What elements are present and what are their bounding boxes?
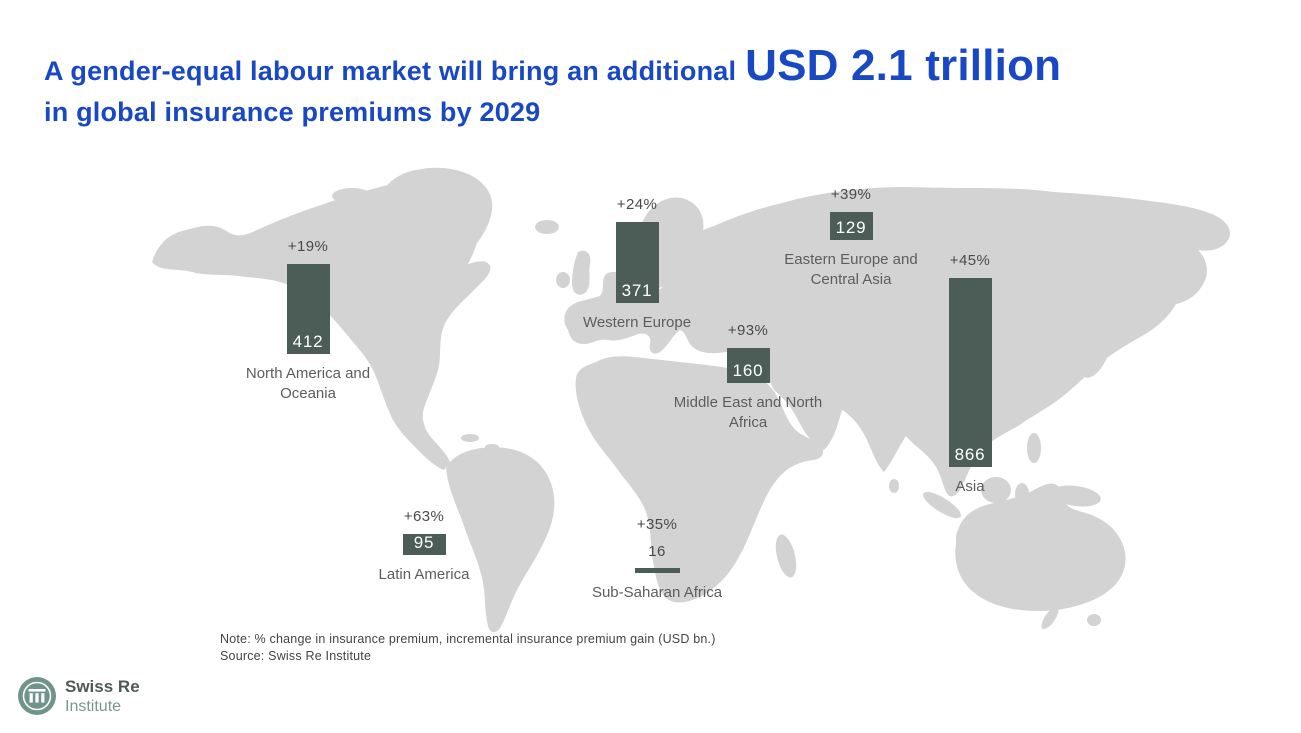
region-label: Asia xyxy=(955,478,985,495)
premium-bar: 866 xyxy=(948,278,992,467)
logo-subtitle: Institute xyxy=(65,698,122,715)
region-eastern-europe-central-asia: +39% 129 Eastern Europe and Central Asia xyxy=(756,185,946,291)
premium-bar: 95 xyxy=(402,533,446,555)
swiss-re-institute-logo: Swiss Re Institute xyxy=(18,677,140,716)
region-label: Sub-Saharan Africa xyxy=(591,584,723,601)
caribbean-island xyxy=(461,434,479,442)
ireland xyxy=(556,272,570,288)
premium-bar xyxy=(634,568,680,573)
pct-label: +39% xyxy=(830,186,872,203)
bar-value: 371 xyxy=(621,281,653,300)
madagascar xyxy=(775,534,797,578)
region-latin-america: +63% 95 Latin America xyxy=(329,507,519,585)
source-line: Source: Swiss Re Institute xyxy=(220,649,372,663)
page-title: A gender-equal labour market will bring … xyxy=(44,40,1294,130)
pct-label: +24% xyxy=(616,196,658,213)
premium-bar: 129 xyxy=(829,212,873,240)
title-highlight: USD 2.1 trillion xyxy=(745,41,1062,90)
premium-bar: 160 xyxy=(726,348,770,383)
pct-label: +35% xyxy=(636,516,678,533)
tasmania xyxy=(1087,614,1101,626)
bar-value: 129 xyxy=(835,218,867,237)
greenland xyxy=(379,167,493,277)
bar-value: 866 xyxy=(954,445,986,464)
pct-label: +45% xyxy=(949,252,991,269)
bar-value: 16 xyxy=(648,543,666,560)
borneo xyxy=(981,477,1011,503)
bar-value: 412 xyxy=(292,332,324,351)
region-western-europe: +24% 371 Western Europe xyxy=(542,195,732,333)
arctic-island xyxy=(332,188,372,204)
pct-label: +19% xyxy=(287,238,329,255)
swiss-re-mark-icon xyxy=(18,677,56,715)
iceland xyxy=(535,220,559,234)
continent-africa xyxy=(575,356,824,603)
region-middle-east-north-africa: +93% 160 Middle East and North Africa xyxy=(653,321,843,434)
region-label: Western Europe xyxy=(582,314,692,331)
note-line: Note: % change in insurance premium, inc… xyxy=(220,632,716,646)
sri-lanka xyxy=(889,479,899,493)
footnote: Note: % change in insurance premium, inc… xyxy=(220,631,716,665)
region-label: North America and Oceania xyxy=(245,365,371,403)
continent-eurasia xyxy=(564,187,1231,497)
united-kingdom xyxy=(572,250,591,295)
region-label: Eastern Europe and Central Asia xyxy=(784,251,918,289)
continent-north-america xyxy=(152,183,491,471)
pct-label: +63% xyxy=(403,508,445,525)
region-label: Latin America xyxy=(378,566,470,583)
region-north-america-oceania: +19% 412 North America and Oceania xyxy=(213,237,403,405)
title-text-line2: in global insurance premiums by 2029 xyxy=(44,96,541,127)
region-sub-saharan-africa: +35% 16 Sub-Saharan Africa xyxy=(562,515,752,603)
bar-value: 95 xyxy=(413,533,435,552)
philippines xyxy=(1027,433,1041,463)
new-zealand-north xyxy=(1059,586,1073,606)
title-text: A gender-equal labour market will bring … xyxy=(44,56,737,86)
region-label: Middle East and North Africa xyxy=(673,394,823,432)
region-asia: +45% 866 Asia xyxy=(875,251,1065,497)
continent-south-america xyxy=(446,447,555,633)
premium-bar: 371 xyxy=(615,222,659,303)
bar-value: 160 xyxy=(732,361,764,380)
new-zealand-south xyxy=(1041,606,1059,630)
japan xyxy=(1079,330,1110,378)
sumatra xyxy=(922,491,962,519)
logo-name: Swiss Re xyxy=(65,677,140,696)
pct-label: +93% xyxy=(727,322,769,339)
premium-bar: 412 xyxy=(286,264,330,354)
australia xyxy=(955,483,1126,611)
